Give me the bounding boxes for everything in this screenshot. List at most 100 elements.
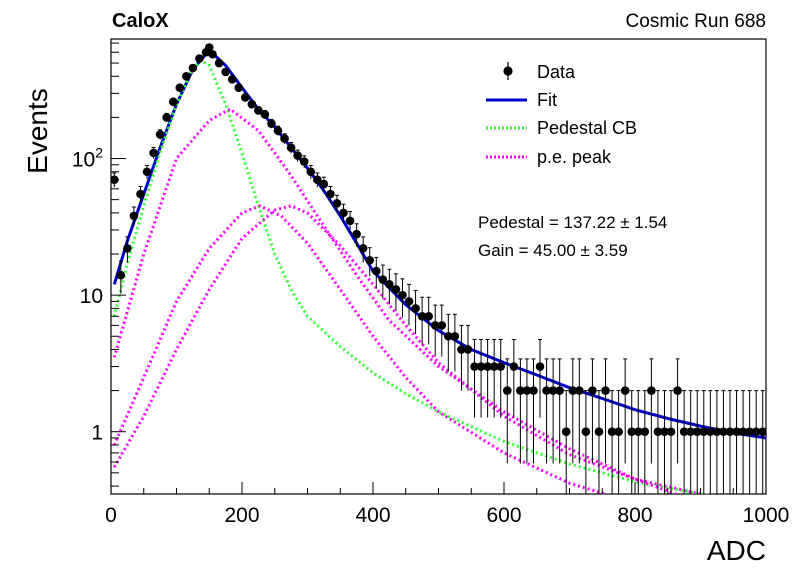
data-point [463, 345, 473, 354]
data-point [489, 362, 499, 371]
legend-label-pedestal: Pedestal CB [537, 118, 637, 138]
data-point [214, 58, 224, 68]
data-point [247, 99, 257, 109]
legend-label-pe-peak: p.e. peak [537, 147, 612, 167]
data-point [712, 427, 722, 437]
data-point [476, 362, 486, 371]
data-point [470, 362, 479, 371]
data-point [136, 189, 145, 199]
data-point [692, 427, 702, 437]
data-point [234, 83, 244, 93]
data-point [155, 130, 165, 139]
data-point [738, 427, 748, 437]
data-point [555, 386, 564, 395]
data-point [116, 270, 126, 280]
data-point [457, 345, 466, 354]
data-point [175, 83, 185, 93]
data-point [149, 148, 158, 158]
legend-entry-pe-peak: p.e. peak [486, 147, 612, 167]
data-point [627, 427, 637, 437]
legend: Data Fit Pedestal CB p.e. peak [486, 62, 637, 167]
y-axis-title: Events [22, 88, 53, 174]
data-point [640, 427, 650, 437]
data-point [719, 427, 728, 437]
experiment-label: CaloX [112, 10, 169, 32]
data-point [516, 386, 525, 395]
data-point [601, 386, 610, 395]
data-point [378, 275, 388, 284]
data-point [221, 67, 230, 77]
data-point [666, 427, 676, 437]
legend-label-fit: Fit [537, 90, 557, 110]
data-point [699, 427, 709, 437]
series-p-e-peak-3 [113, 204, 712, 494]
x-axis-title: ADC [707, 535, 766, 566]
data-point [404, 297, 414, 306]
data-point [660, 427, 669, 437]
legend-entry-fit: Fit [486, 90, 557, 110]
data-point [430, 321, 440, 330]
run-label: Cosmic Run 688 [626, 11, 766, 32]
legend-entry-pedestal: Pedestal CB [486, 118, 637, 138]
data-point [204, 43, 214, 52]
data-point [240, 93, 250, 102]
data-point [509, 362, 519, 371]
data-point [568, 386, 578, 395]
data-point [686, 427, 695, 437]
data-point [745, 427, 754, 437]
pedestal-result: Pedestal = 137.22 ± 1.54 [478, 213, 667, 232]
data-point [293, 151, 302, 160]
data-point [227, 75, 237, 84]
data-point [502, 386, 512, 395]
data-point [391, 285, 401, 294]
data-point [647, 386, 656, 395]
data-point [398, 290, 407, 300]
data-point [260, 110, 270, 119]
data-point [437, 321, 447, 330]
data-point [286, 143, 296, 153]
data-point [129, 211, 139, 221]
data-point [444, 331, 453, 341]
data-point [123, 244, 132, 253]
y-tick-label: 10 [80, 285, 103, 308]
data-point [142, 167, 152, 177]
data-point [548, 386, 558, 395]
data-point [535, 362, 545, 371]
data-point [168, 97, 178, 107]
x-tick-label: 600 [486, 504, 521, 527]
data-point [522, 386, 532, 395]
data-point [345, 216, 355, 226]
data-point [365, 255, 375, 265]
data-point [306, 167, 316, 177]
data-point [529, 386, 538, 395]
data-point [267, 119, 276, 128]
x-tick-label: 200 [224, 504, 259, 527]
data-point [581, 427, 591, 437]
data-point [417, 311, 427, 321]
x-tick-label: 0 [105, 504, 117, 527]
data-point [588, 386, 597, 395]
legend-label-data: Data [537, 62, 576, 82]
y-tick-label: 1 [91, 422, 103, 445]
data-point [319, 179, 329, 189]
legend-entry-data: Data [503, 62, 576, 82]
data-point [725, 427, 735, 437]
data-point [358, 244, 368, 253]
data-point [352, 229, 361, 239]
data-point [496, 362, 506, 371]
data-point [332, 199, 342, 208]
data-point [542, 386, 551, 395]
x-tick-label: 1000 [743, 504, 790, 527]
data-point [371, 266, 381, 276]
data-point [607, 427, 617, 437]
data-point [594, 427, 604, 437]
series-p-e-peak-1 [112, 107, 681, 494]
data-point [620, 386, 630, 395]
data-point [162, 113, 171, 122]
legend-data-marker [503, 66, 513, 76]
x-tick-label: 400 [355, 504, 390, 527]
data-point [614, 427, 623, 437]
data-point [411, 304, 420, 313]
data-point [326, 189, 335, 199]
